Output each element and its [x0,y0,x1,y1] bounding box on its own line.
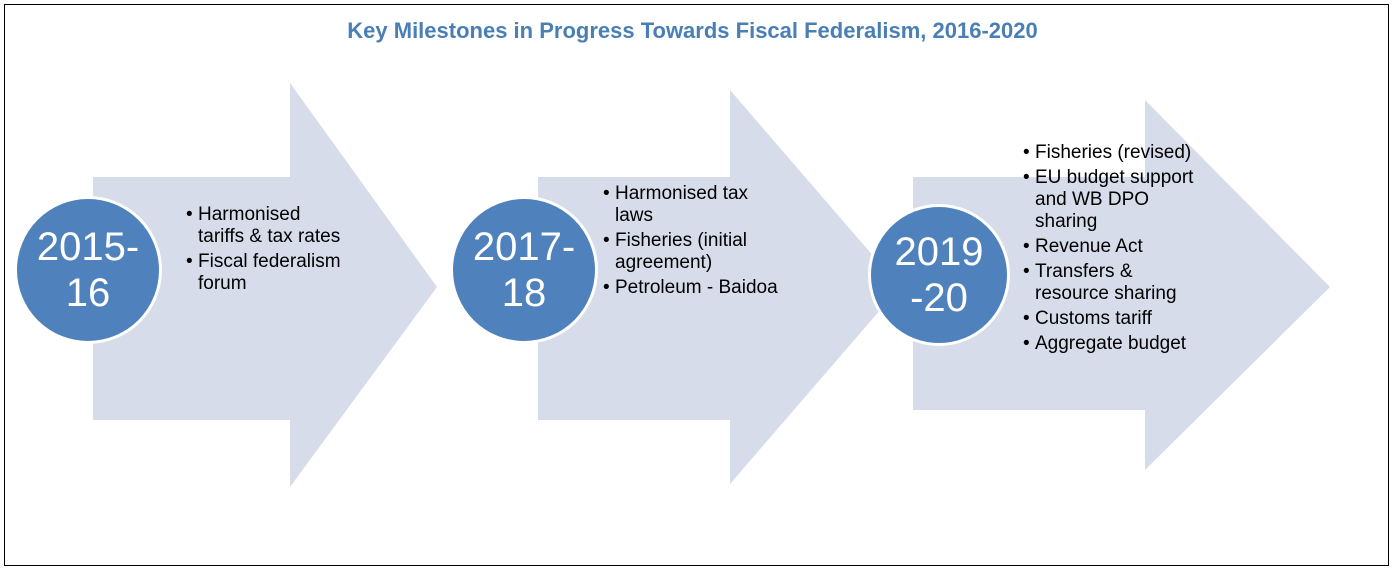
stage-item: Revenue Act [1023,236,1208,258]
stage-item: Fisheries (revised) [1023,142,1208,164]
stage-circle-2015-16: 2015- 16 [14,196,162,344]
stage-item: Harmonised tariffs & tax rates [186,204,346,248]
stage-period-label: 2017- 18 [472,225,576,315]
stage-item: Petroleum - Baidoa [603,277,783,299]
stage-item: Fisheries (initial agreement) [603,230,783,274]
stage-item: Transfers & resource sharing [1023,261,1208,305]
stage-item: Aggregate budget [1023,333,1208,355]
diagram-title: Key Milestones in Progress Towards Fisca… [347,18,1038,43]
stage-item: EU budget support and WB DPO sharing [1023,167,1208,233]
stage-circle-2017-18: 2017- 18 [450,196,598,344]
stage-period-label: 2019 -20 [894,230,984,320]
stage-item: Customs tariff [1023,308,1208,330]
stage-items-2015-16: Harmonised tariffs & tax rates Fiscal fe… [186,204,346,298]
stage-item: Fiscal federalism forum [186,251,346,295]
stage-items-2019-20: Fisheries (revised) EU budget support an… [1023,142,1208,358]
stage-circle-2019-20: 2019 -20 [868,204,1010,346]
stage-item: Harmonised tax laws [603,183,783,227]
stage-items-2017-18: Harmonised tax laws Fisheries (initial a… [603,183,783,302]
stage-period-label: 2015- 16 [36,225,140,315]
